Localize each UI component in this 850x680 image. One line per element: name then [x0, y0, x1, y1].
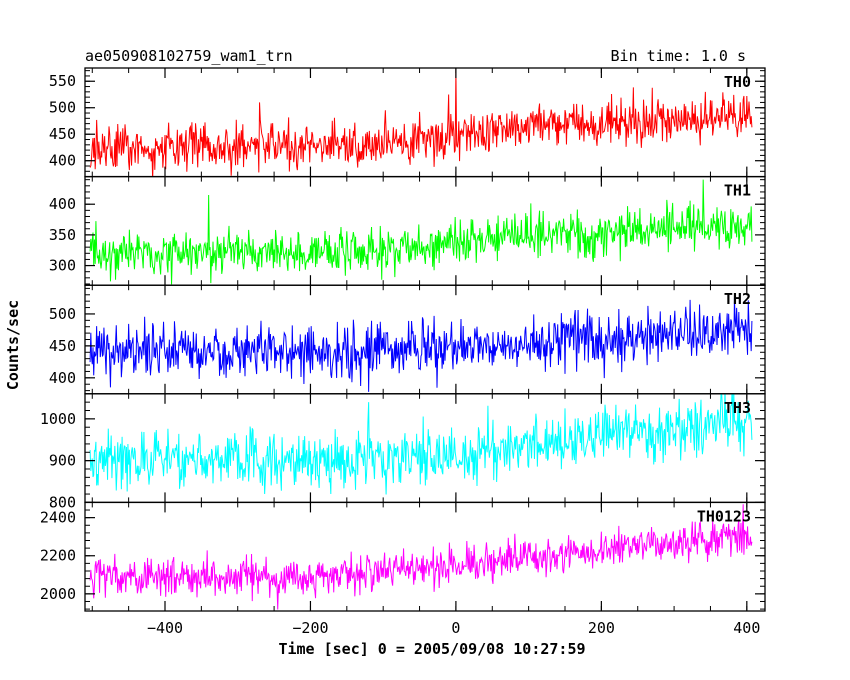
panel-label-th0123: TH0123	[697, 507, 751, 525]
panel-th1: 300 350 400 TH1	[49, 175, 766, 286]
x-tick-label: 400	[733, 619, 760, 637]
panel-label-th2: TH2	[724, 290, 751, 308]
panel-th0: 400 450 500 550 TH0	[49, 67, 766, 178]
series-line-th3	[89, 393, 753, 495]
x-tick-label: −400	[147, 619, 183, 637]
y-tick-label: 550	[49, 72, 76, 90]
panel-th3: 800 900 1000 TH3	[40, 393, 766, 511]
y-tick-label: 2000	[40, 585, 76, 603]
panel-label-th3: TH3	[724, 399, 751, 417]
y-tick-label: 450	[49, 337, 76, 355]
y-tick-label: 500	[49, 305, 76, 323]
y-tick-label: 350	[49, 226, 76, 244]
panel-label-th0: TH0	[724, 73, 751, 91]
panel-th0123: 2000 2200 2400 TH0123	[40, 501, 766, 612]
chart-title: ae050908102759_wam1_trn	[85, 47, 293, 65]
x-tick-label: 200	[588, 619, 615, 637]
y-axis-label: Counts/sec	[4, 300, 22, 390]
x-tick-label: −200	[292, 619, 328, 637]
y-tick-label: 1000	[40, 410, 76, 428]
y-tick-label: 400	[49, 152, 76, 170]
y-tick-label: 450	[49, 125, 76, 143]
y-tick-label: 2400	[40, 509, 76, 527]
series-line-th0	[89, 69, 753, 177]
y-tick-label: 800	[49, 493, 76, 511]
y-tick-label: 400	[49, 369, 76, 387]
y-tick-label: 500	[49, 99, 76, 117]
x-axis-label: Time [sec] 0 = 2005/09/08 10:27:59	[278, 640, 585, 658]
y-tick-label: 400	[49, 195, 76, 213]
panel-label-th1: TH1	[724, 182, 751, 200]
y-tick-label: 900	[49, 452, 76, 470]
series-line-th1	[89, 179, 753, 285]
x-tick-label: 0	[451, 619, 460, 637]
panels-group: 400 450 500 550 TH0 300 350 400 TH1 400 450 500 TH2 8…	[40, 67, 766, 612]
y-tick-label: 300	[49, 257, 76, 275]
panel-frame	[84, 501, 766, 612]
x-axis: −400 −200 0 200 400	[147, 619, 760, 637]
panel-th2: 400 450 500 TH2	[49, 284, 766, 395]
series-line-th0123	[89, 504, 753, 610]
series-line-th2	[89, 297, 753, 392]
bin-time-label: Bin time: 1.0 s	[611, 47, 746, 65]
y-tick-label: 2200	[40, 547, 76, 565]
